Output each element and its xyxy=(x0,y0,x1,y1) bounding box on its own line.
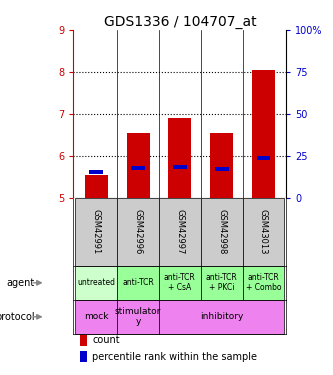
Text: GSM42991: GSM42991 xyxy=(92,209,101,255)
Bar xyxy=(75,300,117,334)
Text: GSM42997: GSM42997 xyxy=(175,209,184,255)
Bar xyxy=(215,168,228,171)
Bar xyxy=(159,266,201,300)
Bar xyxy=(159,300,284,334)
Bar xyxy=(117,266,159,300)
Bar xyxy=(131,166,145,170)
Text: anti-TCR: anti-TCR xyxy=(122,278,154,287)
Text: GSM42998: GSM42998 xyxy=(217,209,226,255)
Bar xyxy=(127,133,150,198)
Bar xyxy=(85,175,108,198)
Bar xyxy=(252,70,275,198)
Text: untreated: untreated xyxy=(77,278,115,287)
Bar xyxy=(80,335,87,346)
Text: anti-TCR
+ PKCi: anti-TCR + PKCi xyxy=(206,273,237,292)
Bar xyxy=(159,198,201,266)
Bar xyxy=(242,198,284,266)
Text: agent: agent xyxy=(7,278,35,288)
Text: anti-TCR
+ CsA: anti-TCR + CsA xyxy=(164,273,196,292)
Text: stimulator
y: stimulator y xyxy=(115,308,161,326)
Bar xyxy=(117,198,159,266)
Bar xyxy=(80,351,87,362)
Bar xyxy=(75,198,117,266)
Text: GSM43013: GSM43013 xyxy=(259,209,268,255)
Text: inhibitory: inhibitory xyxy=(200,312,243,321)
Bar xyxy=(117,300,159,334)
Title: GDS1336 / 104707_at: GDS1336 / 104707_at xyxy=(104,15,256,29)
Bar xyxy=(210,133,233,198)
Bar xyxy=(256,156,270,160)
Bar xyxy=(242,266,284,300)
Text: count: count xyxy=(93,335,120,345)
Bar xyxy=(173,165,187,169)
Text: anti-TCR
+ Combo: anti-TCR + Combo xyxy=(246,273,281,292)
Bar xyxy=(201,266,242,300)
Text: percentile rank within the sample: percentile rank within the sample xyxy=(93,351,257,361)
Text: mock: mock xyxy=(84,312,109,321)
Bar xyxy=(89,170,103,174)
Bar xyxy=(168,118,191,198)
Bar xyxy=(75,266,117,300)
Text: protocol: protocol xyxy=(0,312,35,322)
Text: GSM42996: GSM42996 xyxy=(134,209,143,255)
Bar xyxy=(201,198,242,266)
